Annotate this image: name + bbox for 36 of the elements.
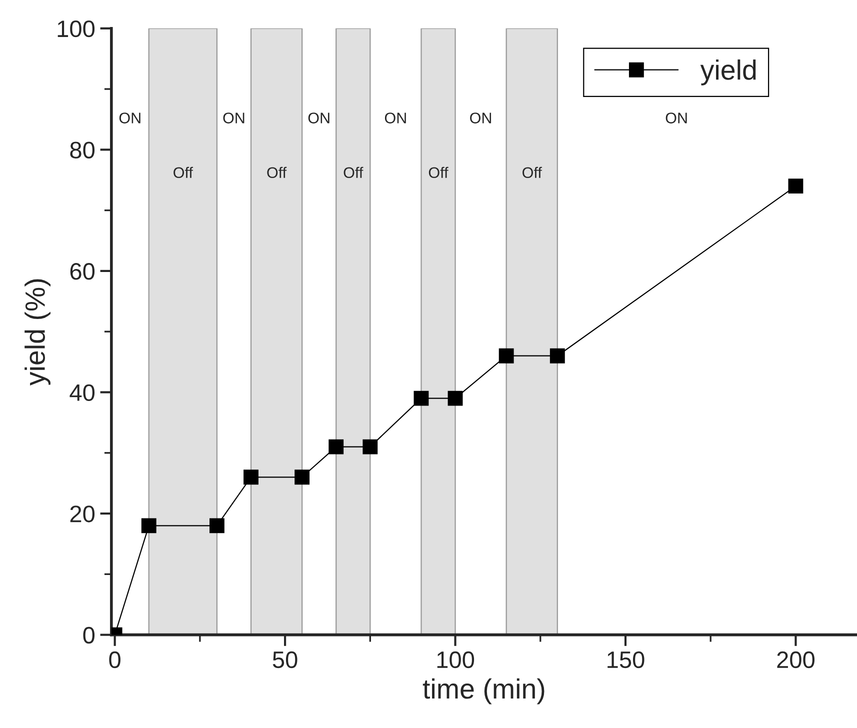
point	[448, 390, 463, 406]
y-tick-label: 20	[70, 506, 95, 522]
y-tick-label: 40	[70, 384, 95, 402]
annotation: ON	[470, 112, 492, 124]
point	[141, 518, 156, 534]
y-tick-label: 60	[70, 263, 95, 280]
point	[414, 390, 429, 406]
y-tick-label: 100	[58, 20, 95, 38]
y-tick-label: 80	[70, 142, 95, 158]
x-tick-label: 0	[109, 651, 120, 668]
legend-label: yield	[700, 59, 756, 86]
point	[362, 439, 378, 454]
band-label: Off	[344, 166, 364, 178]
band-label: Off	[428, 166, 448, 178]
annotation: ON	[223, 112, 244, 124]
point	[550, 348, 565, 364]
point	[498, 348, 514, 364]
x-axis-title: time (min)	[422, 678, 544, 704]
band-label: Off	[522, 166, 542, 178]
x-tick-label: 50	[272, 651, 298, 668]
annotation: ON	[666, 112, 687, 124]
band-label: Off	[267, 166, 287, 178]
point	[209, 518, 224, 534]
y-tick-label: 0	[83, 626, 95, 644]
point	[328, 439, 344, 454]
point	[294, 470, 310, 485]
x-tick-label: 200	[777, 651, 814, 668]
annotation: ON	[119, 112, 140, 124]
band-label: Off	[174, 166, 193, 178]
y-axis-title: yield (%)	[24, 279, 50, 386]
x-tick-label: 150	[608, 651, 644, 668]
annotation: ON	[308, 112, 330, 124]
point	[788, 178, 804, 194]
x-tick-label: 100	[437, 651, 474, 668]
annotation: ON	[384, 112, 406, 124]
point	[244, 470, 258, 485]
